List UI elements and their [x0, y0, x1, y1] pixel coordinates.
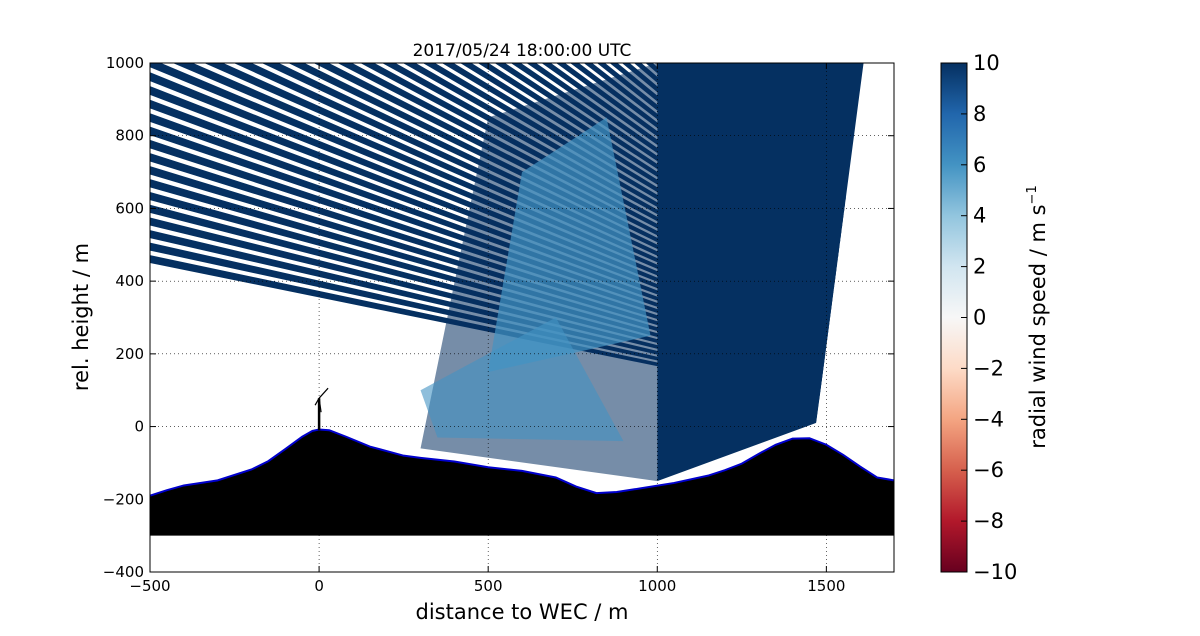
plot-frame — [149, 62, 895, 573]
colorbar-tick-label: 10 — [973, 51, 1000, 75]
colorbar-tick-label: −6 — [973, 458, 1004, 482]
colorbar-tick-label: −4 — [973, 407, 1004, 431]
x-tick-label: −500 — [129, 577, 170, 595]
x-tick-label: 0 — [314, 577, 324, 595]
scan-transition-zone — [420, 317, 624, 442]
x-axis-ticks: −500 0 500 1000 1500 — [129, 63, 845, 595]
colorbar-tick-label: 8 — [973, 102, 986, 126]
y-tick-label: 600 — [115, 199, 144, 217]
colorbar-tick-label: 6 — [973, 153, 986, 177]
colorbar-label-text: radial wind speed / m s — [1026, 204, 1050, 448]
radial-wind-scan — [150, 63, 864, 482]
turbine-blade — [318, 387, 329, 399]
y-tick-label: 400 — [115, 272, 144, 290]
colorbar-tick-label: 2 — [973, 255, 986, 279]
scan-beams — [150, 63, 864, 482]
chart-title: 2017/05/24 18:00:00 UTC — [413, 41, 632, 61]
y-axis-ticks: −400 −200 0 200 400 600 800 1000 — [103, 54, 894, 581]
colorbar-label-superscript: −1 — [1025, 185, 1040, 204]
wind-turbine-marker — [314, 387, 329, 431]
y-tick-label: 1000 — [106, 54, 144, 72]
colorbar-tick-label: 4 — [973, 204, 986, 228]
turbine-blade — [314, 397, 320, 406]
colorbar-label: radial wind speed / m s−1 — [1025, 185, 1050, 448]
colorbar-ticks: 10 8 6 4 2 0 −2 −4 −6 −8 −10 — [961, 51, 1017, 584]
x-tick-label: 1000 — [638, 577, 676, 595]
y-tick-label: 200 — [115, 345, 144, 363]
y-axis-label: rel. height / m — [69, 243, 93, 391]
turbine-blade — [318, 398, 322, 413]
colorbar-tick-label: −8 — [973, 509, 1004, 533]
colorbar-tick-label: −2 — [973, 356, 1004, 380]
y-tick-label: −200 — [103, 490, 144, 508]
colorbar-tick-label: 0 — [973, 306, 986, 330]
colorbar-tick-label: −10 — [973, 560, 1017, 584]
x-tick-label: 1500 — [807, 577, 845, 595]
y-tick-label: 0 — [134, 418, 144, 436]
scan-far-block — [657, 63, 864, 482]
y-tick-label: −400 — [103, 563, 144, 581]
terrain-silhouette — [150, 428, 894, 536]
x-tick-label: 500 — [474, 577, 503, 595]
x-axis-label: distance to WEC / m — [416, 600, 629, 624]
y-tick-label: 800 — [115, 127, 144, 145]
scan-transition-zone — [488, 117, 651, 373]
terrain-outline — [150, 428, 894, 497]
terrain-fill — [150, 429, 894, 536]
